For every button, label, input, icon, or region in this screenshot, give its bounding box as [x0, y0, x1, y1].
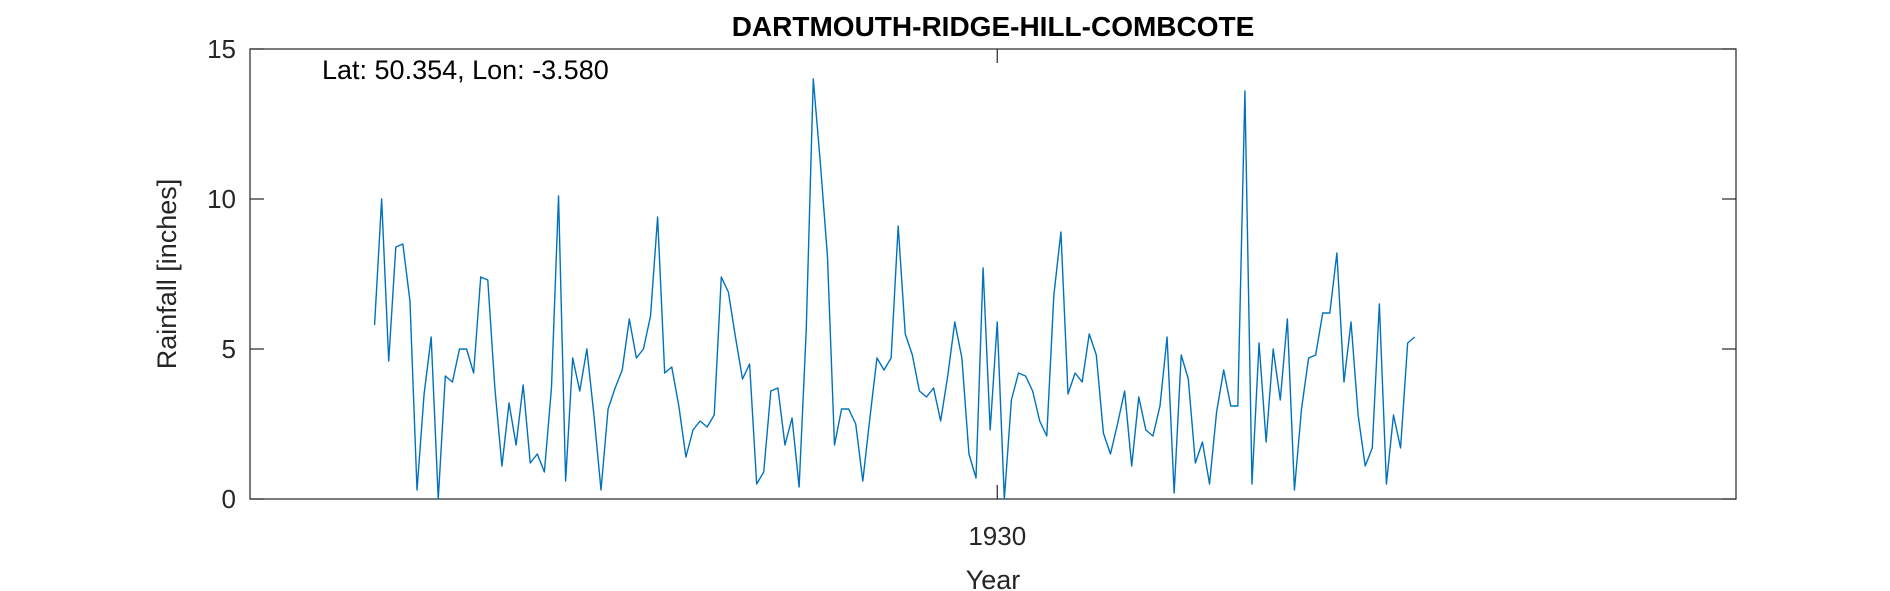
rainfall-series-line — [373, 78, 1416, 500]
chart-title: DARTMOUTH-RIDGE-HILL-COMBCOTE — [732, 11, 1255, 42]
x-axis-label: Year — [966, 565, 1021, 591]
location-annotation: Lat: 50.354, Lon: -3.580 — [322, 55, 609, 85]
y-axis: 0 5 10 15 — [207, 34, 1736, 514]
y-tick-label: 0 — [222, 484, 236, 514]
y-tick-label: 10 — [207, 184, 236, 214]
x-axis: 1930 — [968, 49, 1026, 551]
plot-area — [249, 48, 1737, 500]
y-tick-label: 15 — [207, 34, 236, 64]
y-axis-label: Rainfall [inches] — [152, 179, 182, 370]
y-tick-label: 5 — [222, 334, 236, 364]
x-tick-label: 1930 — [968, 521, 1026, 551]
